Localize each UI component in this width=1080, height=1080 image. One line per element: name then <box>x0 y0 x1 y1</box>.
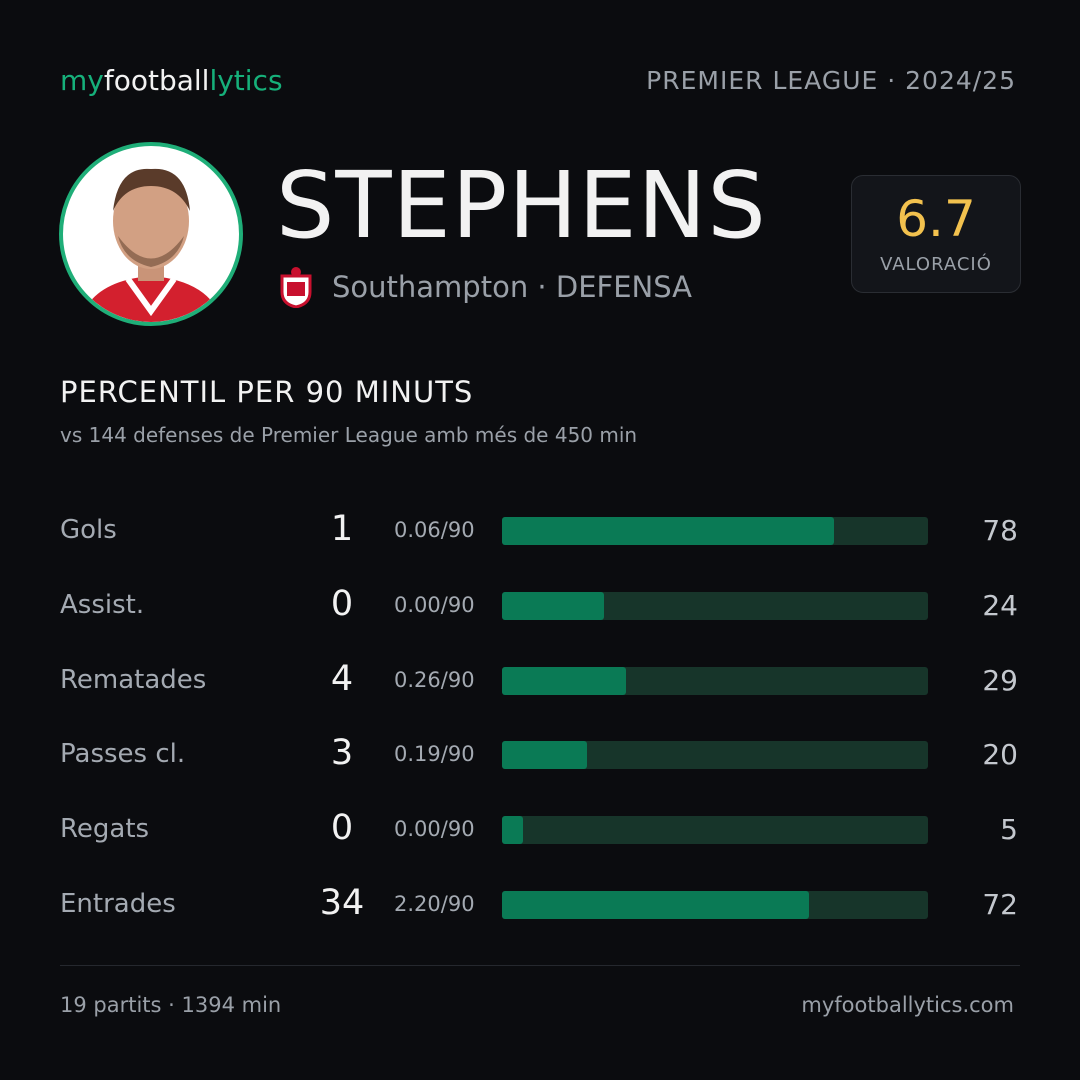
bar <box>502 891 809 919</box>
stat-total: 4 <box>330 658 354 699</box>
stat-label: Assist. <box>60 589 145 620</box>
stat-percentile: 20 <box>982 738 1018 772</box>
bar <box>502 666 626 695</box>
stat-total: 0 <box>330 808 354 849</box>
stat-per90: 0.19/90 <box>394 742 475 767</box>
player-name: STEPHENS <box>276 152 767 259</box>
stat-percentile: 78 <box>982 514 1018 547</box>
brand: myfootballlytics <box>60 64 283 97</box>
section-title: PERCENTIL PER 90 MINUTS <box>60 375 474 409</box>
section-subtitle: vs 144 defenses de Premier League amb mé… <box>60 423 638 447</box>
bar <box>502 517 835 545</box>
stat-total: 34 <box>319 883 365 923</box>
competition: PREMIER LEAGUE · 2024/25 <box>646 66 1016 95</box>
footer-right: myfootballytics.com <box>801 993 1014 1017</box>
bar <box>502 591 605 620</box>
stat-total: 1 <box>330 509 354 549</box>
brand-part: football <box>103 64 210 97</box>
stat-per90: 0.00/90 <box>394 817 475 842</box>
club-line: Southampton · DEFENSA <box>332 270 692 304</box>
rating-value: 6.7 <box>896 190 976 248</box>
stat-total: 3 <box>330 733 354 774</box>
stat-label: Entrades <box>60 889 176 919</box>
divider <box>60 965 1020 966</box>
bar-track <box>502 816 928 845</box>
stat-percentile: 29 <box>982 663 1018 697</box>
stat-per90: 0.00/90 <box>394 592 475 617</box>
stat-percentile: 5 <box>1000 813 1018 847</box>
bar <box>502 741 588 770</box>
stat-per90: 0.26/90 <box>394 667 475 692</box>
stat-per90: 2.20/90 <box>394 892 475 916</box>
stat-label: Passes cl. <box>60 739 186 770</box>
player-photo <box>59 142 243 326</box>
brand-part: lytics <box>209 64 283 97</box>
club-badge <box>280 267 312 308</box>
stat-percentile: 24 <box>982 588 1018 622</box>
rating-box: 6.7 VALORACIÓ <box>851 175 1021 293</box>
stat-label: Rematades <box>60 664 207 695</box>
stat-label: Gols <box>60 515 117 545</box>
brand-part: my <box>60 64 104 97</box>
rating-label: VALORACIÓ <box>880 254 992 275</box>
stat-label: Regats <box>60 814 150 845</box>
stat-percentile: 72 <box>982 888 1018 921</box>
footer-left: 19 partits · 1394 min <box>60 993 282 1017</box>
stat-total: 0 <box>330 583 354 624</box>
stat-per90: 0.06/90 <box>394 518 475 542</box>
bar <box>502 816 524 845</box>
